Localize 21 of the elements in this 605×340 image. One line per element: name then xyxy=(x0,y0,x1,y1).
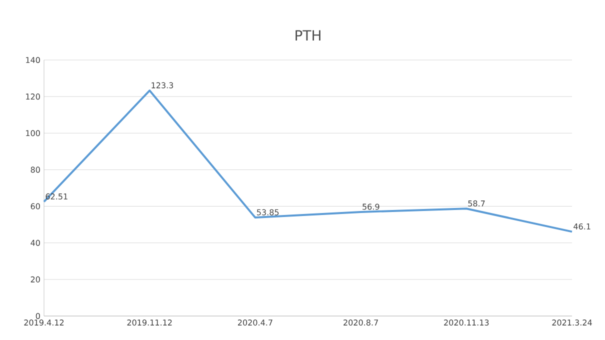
y-tick-label: 100 xyxy=(26,130,40,136)
data-label: 53.85 xyxy=(257,209,279,216)
y-tick-label: 140 xyxy=(26,56,40,64)
x-tick-label: 2020.11.13 xyxy=(444,320,489,326)
line-series xyxy=(43,90,574,233)
y-tick-label: 20 xyxy=(30,276,40,282)
x-tick-label: 2019.4.12 xyxy=(24,320,64,326)
y-tick-label: 40 xyxy=(30,240,40,246)
data-label: 123.3 xyxy=(152,82,174,88)
data-label: 58.7 xyxy=(468,200,485,206)
x-tick-label: 2020.8.7 xyxy=(344,320,378,326)
y-tick-label: 0 xyxy=(36,312,40,320)
data-label: 56.9 xyxy=(362,204,380,210)
y-tick-label: 60 xyxy=(30,203,40,210)
x-tick-label: 2019.11.12 xyxy=(127,320,172,326)
chart-title: PTH xyxy=(296,30,320,40)
y-tick-label: 80 xyxy=(30,166,40,173)
data-label: 46.1 xyxy=(574,223,590,230)
x-tick-label: 2021.3.24 xyxy=(552,320,592,326)
y-tick-label: 120 xyxy=(26,94,40,100)
x-tick-label: 2020.4.7 xyxy=(238,320,272,326)
